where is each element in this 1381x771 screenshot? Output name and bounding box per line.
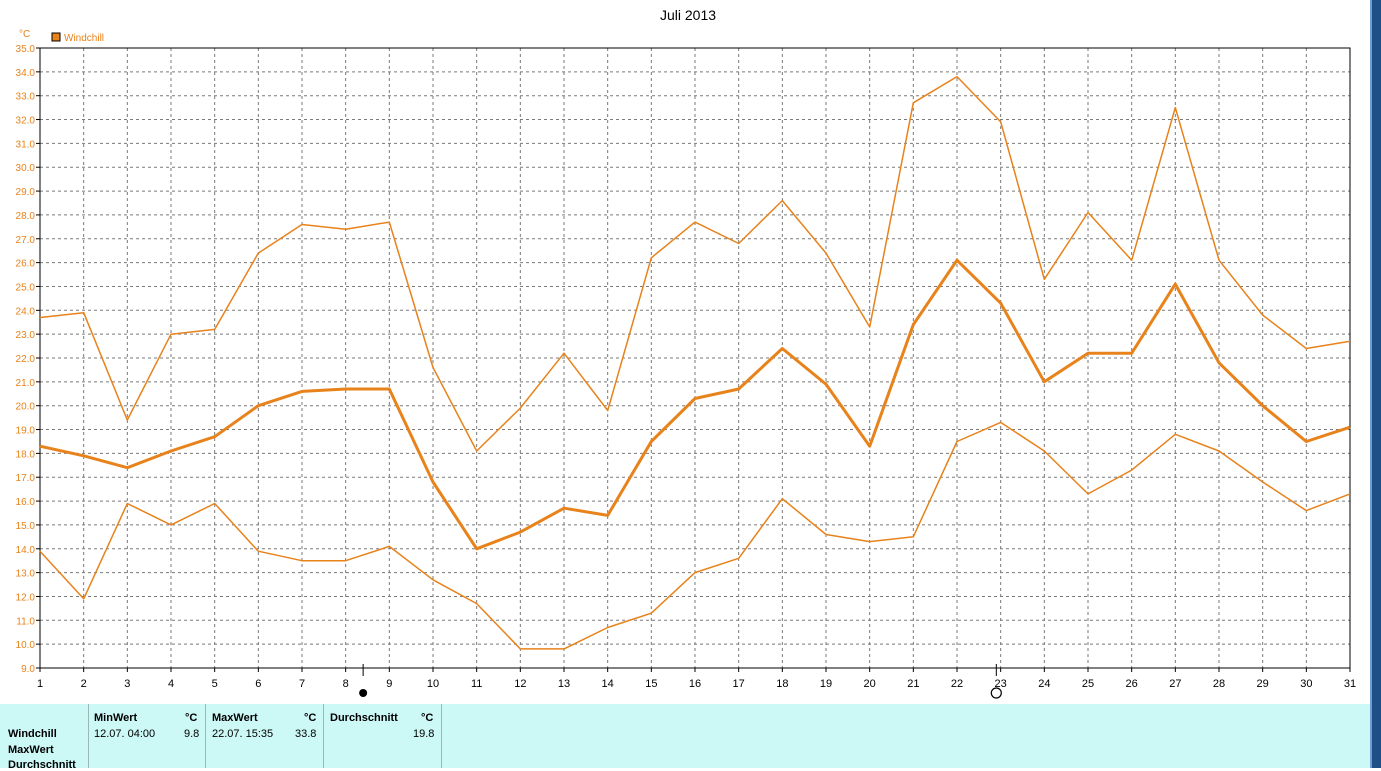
- y-tick-label: 32.0: [16, 116, 36, 127]
- row-label-durchschnitt: Durchschnitt: [8, 759, 76, 771]
- y-tick-label: 12.0: [16, 592, 36, 603]
- series-line-avg: [39, 258, 1351, 551]
- column-divider: [88, 704, 89, 768]
- new-moon-icon: [359, 689, 368, 697]
- x-tick-label: 2: [81, 678, 87, 690]
- y-tick-label: 20.0: [16, 402, 36, 413]
- min-header: MinWert: [94, 712, 138, 724]
- max-header: MaxWert: [212, 712, 258, 724]
- x-tick-label: 26: [1126, 678, 1138, 690]
- x-tick-label: 14: [602, 678, 614, 690]
- y-tick-label: 35.0: [16, 44, 36, 55]
- max-unit: °C: [304, 712, 317, 724]
- x-tick-label: 9: [386, 678, 392, 690]
- windchill-chart: Juli 2013 °C Windchill 9.010.011.012.013…: [16, 7, 1356, 699]
- y-tick-label: 21.0: [16, 378, 36, 389]
- y-tick-label: 19.0: [16, 426, 36, 437]
- y-tick-label: 24.0: [16, 306, 36, 317]
- summary-panel: Windchill MaxWert Durchschnitt MinWert °…: [0, 704, 1370, 771]
- y-tick-label: 30.0: [16, 163, 36, 174]
- max-datetime: 22.07. 15:35: [212, 728, 274, 740]
- avg-value: 19.8: [413, 728, 435, 740]
- x-tick-label: 16: [689, 678, 701, 690]
- x-tick-label: 24: [1038, 678, 1050, 690]
- x-tick-label: 25: [1082, 678, 1094, 690]
- series-line-min: [39, 421, 1351, 650]
- x-tick-label: 1: [37, 678, 43, 690]
- x-tick-label: 11: [471, 678, 482, 690]
- column-divider: [441, 704, 442, 768]
- max-value: 33.8: [295, 728, 317, 740]
- full-moon-icon: [990, 687, 1002, 699]
- y-tick-label: 22.0: [16, 354, 36, 365]
- x-tick-label: 31: [1344, 678, 1356, 690]
- x-tick-label: 19: [820, 678, 832, 690]
- x-tick-label: 23: [995, 678, 1007, 690]
- y-axis-unit: °C: [19, 29, 30, 40]
- y-tick-label: 18.0: [16, 449, 36, 460]
- x-tick-label: 29: [1257, 678, 1269, 690]
- x-tick-label: 28: [1213, 678, 1225, 690]
- x-tick-label: 30: [1300, 678, 1312, 690]
- avg-header: Durchschnitt: [330, 712, 398, 724]
- x-tick-label: 6: [255, 678, 261, 690]
- x-tick-label: 17: [733, 678, 745, 690]
- x-tick-label: 8: [343, 678, 349, 690]
- y-tick-label: 15.0: [16, 521, 36, 532]
- y-axis: 9.0 10.0 11.0 12.0 13.0 14.0 15.0 16.0 17.0 18.0 1…: [16, 44, 40, 675]
- x-tick-label: 5: [212, 678, 218, 690]
- min-datetime: 12.07. 04:00: [94, 728, 156, 740]
- x-tick-label: 7: [299, 678, 305, 690]
- y-tick-label: 9.0: [21, 664, 35, 675]
- y-tick-label: 34.0: [16, 68, 36, 79]
- y-tick-label: 11.0: [16, 616, 35, 627]
- window-edge: [1370, 0, 1381, 768]
- min-unit: °C: [185, 712, 198, 724]
- legend-label: Windchill: [64, 33, 104, 44]
- x-tick-label: 20: [864, 678, 876, 690]
- avg-unit: °C: [421, 712, 434, 724]
- y-tick-label: 17.0: [16, 473, 36, 484]
- x-axis: 1 2 3 4 5 6 7 8 9 10 11 12 13 14 15 16 17 18 19 20 21 22 23 24 2…: [37, 668, 1356, 690]
- x-tick-label: 12: [514, 678, 526, 690]
- column-divider: [205, 704, 206, 768]
- x-tick-label: 21: [907, 678, 919, 690]
- series: [39, 75, 1351, 650]
- series-line-max: [39, 75, 1351, 452]
- x-tick-label: 27: [1169, 678, 1181, 690]
- y-tick-label: 10.0: [16, 640, 36, 651]
- y-tick-label: 16.0: [16, 497, 36, 508]
- chart-title: Juli 2013: [660, 7, 716, 23]
- x-tick-label: 10: [427, 678, 439, 690]
- x-tick-label: 22: [951, 678, 963, 690]
- y-tick-label: 14.0: [16, 545, 36, 556]
- y-tick-label: 27.0: [16, 235, 36, 246]
- x-tick-label: 4: [168, 678, 174, 690]
- y-tick-label: 25.0: [16, 282, 36, 293]
- y-tick-label: 28.0: [16, 211, 36, 222]
- x-tick-label: 15: [645, 678, 657, 690]
- y-tick-label: 33.0: [16, 92, 36, 103]
- grid: [40, 48, 1350, 668]
- moon-phase-markers: [359, 664, 1002, 699]
- x-tick-label: 3: [124, 678, 130, 690]
- y-tick-label: 26.0: [16, 259, 36, 270]
- legend-swatch: [51, 32, 61, 42]
- row-label-windchill: Windchill: [8, 728, 57, 740]
- row-label-maxwert: MaxWert: [8, 744, 54, 756]
- x-tick-label: 13: [558, 678, 570, 690]
- y-tick-label: 31.0: [16, 139, 36, 150]
- y-tick-label: 23.0: [16, 330, 36, 341]
- x-tick-label: 18: [776, 678, 788, 690]
- min-value: 9.8: [184, 728, 200, 740]
- y-tick-label: 13.0: [16, 569, 36, 580]
- column-divider: [323, 704, 324, 768]
- y-tick-label: 29.0: [16, 187, 36, 198]
